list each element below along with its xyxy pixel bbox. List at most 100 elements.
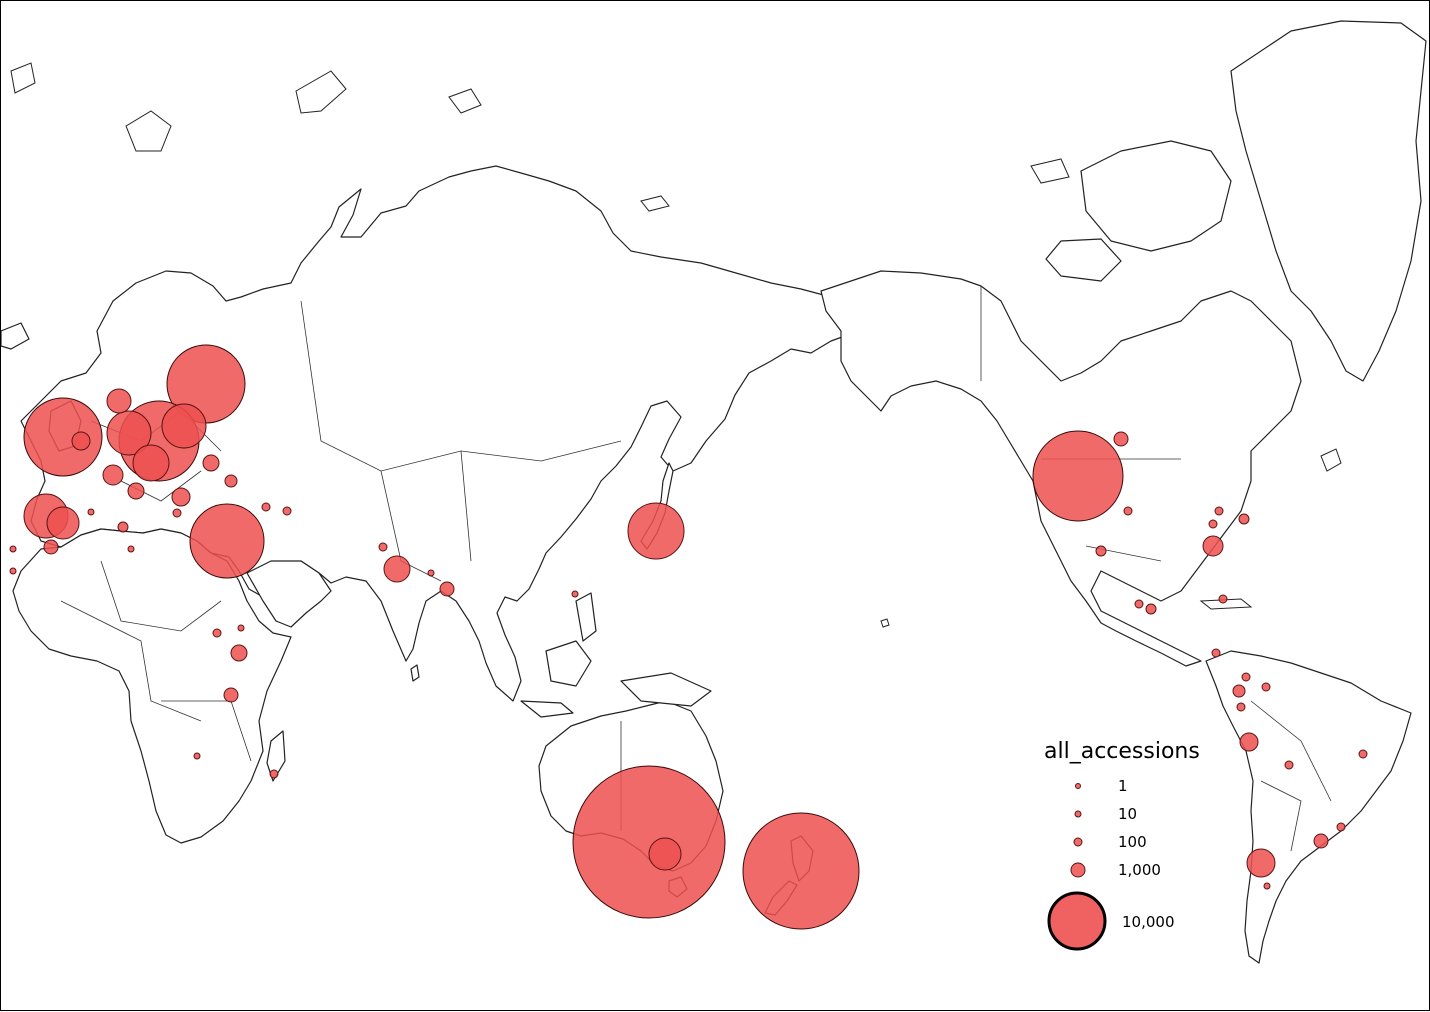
south-america-landmass bbox=[1205, 650, 1412, 964]
bubble-small[interactable] bbox=[1284, 760, 1294, 770]
bubble-small[interactable] bbox=[1218, 594, 1228, 604]
bubble-india[interactable] bbox=[383, 555, 411, 583]
arctic-canada-island bbox=[1080, 140, 1232, 252]
greenland-landmass bbox=[1230, 20, 1427, 382]
bubble-usa-west[interactable] bbox=[1032, 430, 1124, 522]
bubble-europe[interactable] bbox=[202, 454, 220, 472]
border-line bbox=[1260, 780, 1302, 852]
legend-label-1: 1 bbox=[1118, 777, 1128, 795]
bubble-small[interactable] bbox=[1134, 599, 1144, 609]
bubble-small[interactable] bbox=[269, 769, 279, 779]
bubble-japan[interactable] bbox=[627, 502, 685, 560]
accession-bubbles[interactable] bbox=[9, 344, 1368, 930]
bubble-europe[interactable] bbox=[127, 482, 145, 500]
bubble-small[interactable] bbox=[172, 508, 182, 518]
philippines-island bbox=[575, 592, 597, 642]
bubble-middle-east[interactable] bbox=[189, 503, 265, 579]
bubble-small[interactable] bbox=[571, 590, 579, 598]
bubble-small[interactable] bbox=[1211, 648, 1221, 658]
wrangel-island bbox=[640, 195, 670, 212]
cuba-island bbox=[1199, 598, 1253, 610]
bubble-usa-east[interactable] bbox=[1202, 535, 1224, 557]
bubble-small[interactable] bbox=[1214, 506, 1224, 516]
bubble-small[interactable] bbox=[9, 567, 17, 575]
bubble-europe[interactable] bbox=[71, 431, 91, 451]
bubble-peru[interactable] bbox=[1239, 732, 1259, 752]
bubble-small[interactable] bbox=[1263, 882, 1271, 890]
bubble-western-europe[interactable] bbox=[23, 397, 103, 477]
bubble-small[interactable] bbox=[117, 521, 129, 533]
iceland-landmass bbox=[1, 322, 30, 350]
new-guinea-island bbox=[620, 672, 712, 707]
bubble-uruguay[interactable] bbox=[1313, 833, 1329, 849]
arctic-island bbox=[448, 88, 482, 114]
bubble-colombia[interactable] bbox=[1232, 684, 1246, 698]
legend: all_accessions 1 10 100 1,000 10,000 bbox=[1044, 739, 1200, 951]
bubble-new-zealand[interactable] bbox=[742, 812, 860, 930]
bubble-small[interactable] bbox=[1241, 672, 1251, 682]
bubble-europe[interactable] bbox=[102, 464, 124, 486]
novaya-zemlya-island bbox=[295, 70, 347, 114]
legend-symbol-100 bbox=[1073, 837, 1083, 847]
bubble-small[interactable] bbox=[193, 752, 201, 760]
legend-symbol-1000 bbox=[1070, 862, 1086, 878]
bubble-small[interactable] bbox=[87, 508, 95, 516]
madagascar-landmass bbox=[266, 730, 286, 782]
bubble-europe[interactable] bbox=[106, 388, 132, 414]
bubble-australia-inner[interactable] bbox=[648, 837, 682, 871]
bubble-europe[interactable] bbox=[132, 444, 170, 482]
bubble-small[interactable] bbox=[1336, 822, 1346, 832]
newfoundland-island bbox=[1320, 448, 1342, 472]
indonesia-island bbox=[520, 700, 574, 718]
bubble-small[interactable] bbox=[1095, 545, 1107, 557]
legend-symbol-10 bbox=[1074, 810, 1082, 818]
hawaii-islands bbox=[880, 618, 890, 628]
bubble-small[interactable] bbox=[1208, 519, 1218, 529]
bubble-small[interactable] bbox=[282, 506, 292, 516]
border-line bbox=[300, 300, 622, 472]
bubble-small[interactable] bbox=[1236, 702, 1246, 712]
bubble-small[interactable] bbox=[1123, 506, 1133, 516]
legend-symbol-1 bbox=[1075, 783, 1081, 789]
bubble-small[interactable] bbox=[212, 628, 222, 638]
arctic-canada-island bbox=[1045, 238, 1122, 282]
borneo-island bbox=[545, 640, 592, 687]
bubble-ethiopia[interactable] bbox=[230, 644, 248, 662]
bubble-argentina[interactable] bbox=[1246, 848, 1276, 878]
svalbard-island bbox=[125, 110, 172, 152]
bubble-small[interactable] bbox=[261, 502, 271, 512]
bubble-small[interactable] bbox=[427, 569, 435, 577]
bubble-europe[interactable] bbox=[171, 487, 191, 507]
bubble-small[interactable] bbox=[378, 542, 388, 552]
bubble-small[interactable] bbox=[1261, 682, 1271, 692]
bubble-canada[interactable] bbox=[1113, 431, 1129, 447]
border-line bbox=[460, 450, 472, 562]
bubble-bangladesh[interactable] bbox=[439, 581, 455, 597]
bubble-morocco[interactable] bbox=[43, 539, 59, 555]
country-borders bbox=[60, 286, 1332, 852]
bubble-small[interactable] bbox=[1358, 749, 1368, 759]
bubble-small[interactable] bbox=[9, 545, 17, 553]
border-line bbox=[100, 560, 222, 632]
bubble-australia[interactable] bbox=[572, 765, 726, 919]
arctic-island bbox=[10, 62, 36, 94]
bubble-kenya[interactable] bbox=[223, 687, 239, 703]
bubble-small[interactable] bbox=[237, 624, 245, 632]
bubble-europe[interactable] bbox=[224, 474, 238, 488]
border-line bbox=[60, 600, 202, 722]
bubble-small[interactable] bbox=[127, 545, 135, 553]
bubble-europe[interactable] bbox=[106, 410, 152, 456]
border-line bbox=[1250, 700, 1332, 802]
bubble-europe[interactable] bbox=[161, 403, 207, 449]
legend-label-100: 100 bbox=[1118, 833, 1147, 851]
bubble-small[interactable] bbox=[1238, 513, 1250, 525]
bubble-mexico[interactable] bbox=[1145, 603, 1157, 615]
arabia-landmass bbox=[246, 560, 332, 628]
legend-label-10: 10 bbox=[1118, 805, 1137, 823]
arctic-island bbox=[1030, 158, 1070, 184]
legend-label-1000: 1,000 bbox=[1118, 861, 1161, 879]
africa-landmass bbox=[12, 528, 292, 844]
bubble-iberia[interactable] bbox=[46, 506, 80, 540]
